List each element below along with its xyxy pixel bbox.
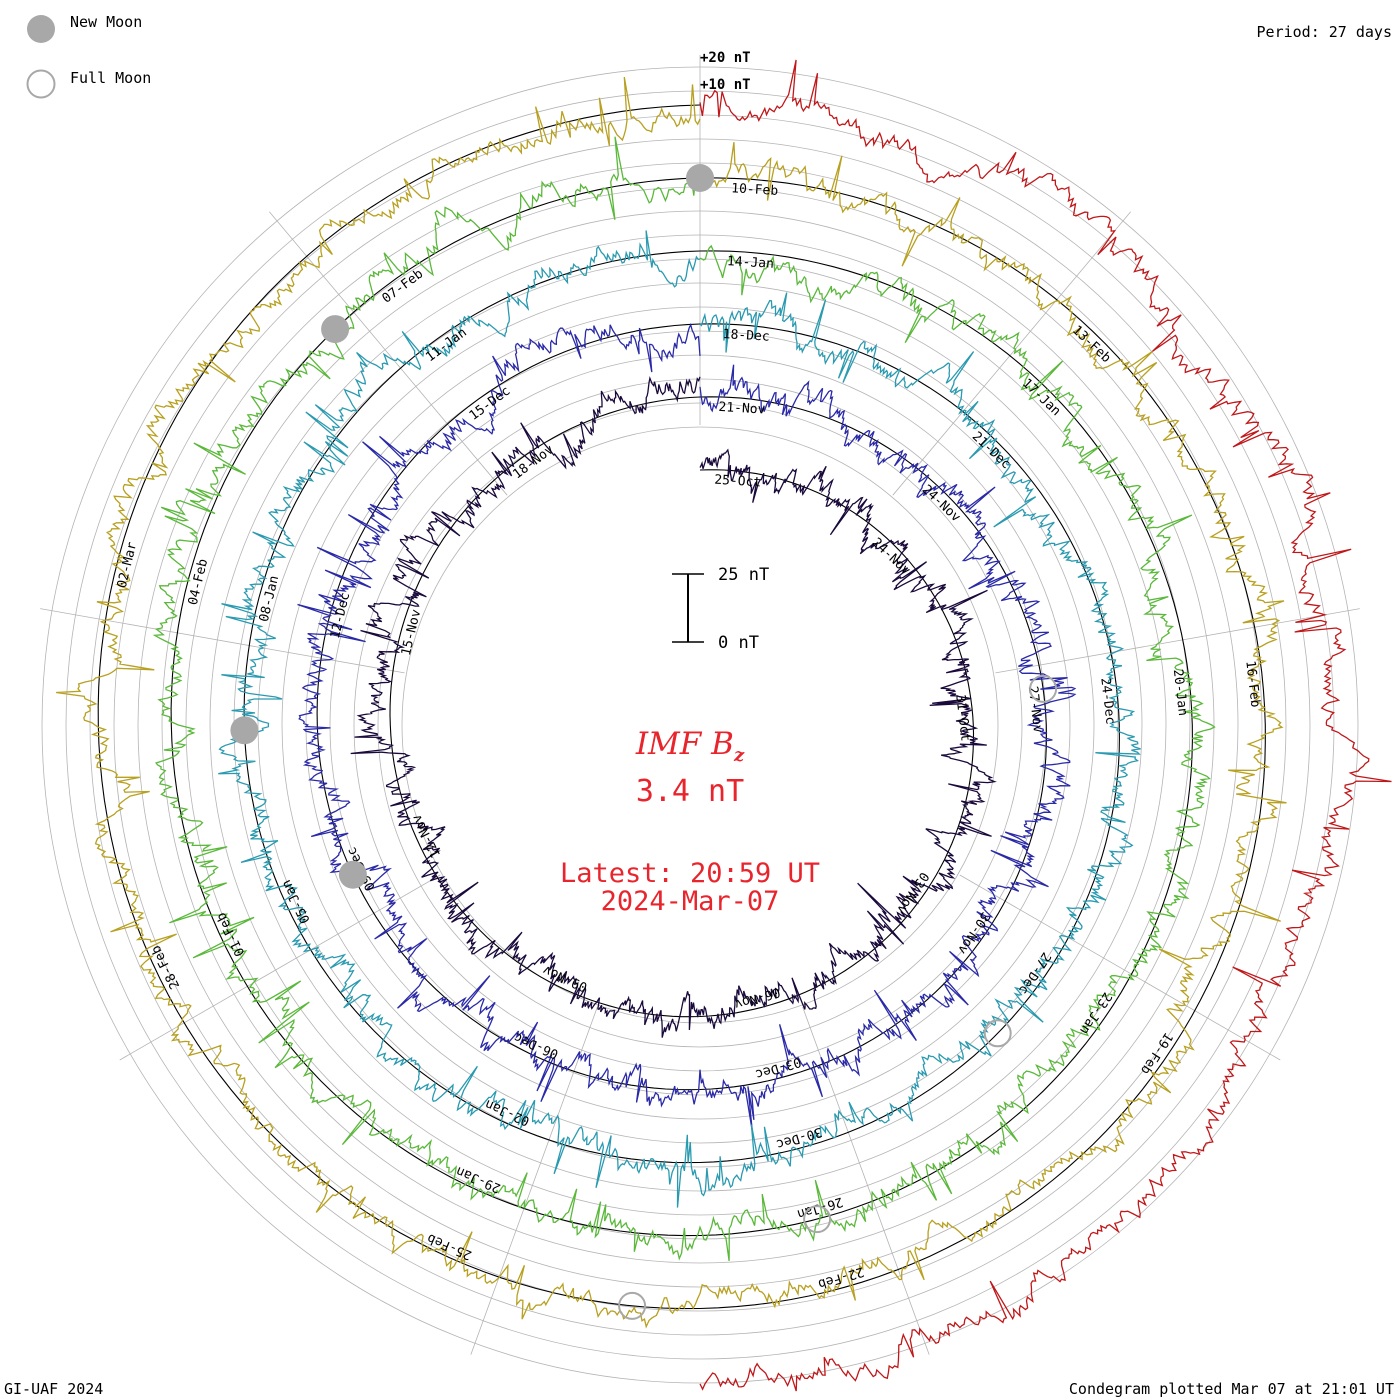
scale-bar: 25 nT 0 nT (672, 565, 769, 653)
period-label: Period: 27 days (1256, 23, 1392, 41)
scale-bar-high-label: 25 nT (718, 565, 769, 585)
current-value: 3.4 nT (635, 774, 745, 809)
scale-bar-low-label: 0 nT (718, 633, 759, 653)
date-label: 22-Feb (816, 1263, 865, 1291)
new-moon-marker (230, 716, 259, 745)
date-label: 30-Dec (774, 1124, 823, 1152)
latest-time: Latest: 20:59 UT (559, 858, 821, 889)
moon-markers (230, 164, 1058, 1320)
grid-ring (401, 426, 999, 1024)
date-label: 07-Feb (380, 266, 427, 306)
legend-full-moon-label: Full Moon (70, 69, 152, 87)
quantity-title-sub: z (733, 745, 745, 767)
reference-circles (97, 104, 1266, 1310)
date-label: 04-Feb (186, 557, 211, 606)
date-label: 27-Dec (1015, 949, 1053, 996)
date-label: 21-Nov (718, 400, 766, 418)
date-label: 18-Dec (722, 327, 770, 345)
full-moon-marker (983, 1019, 1012, 1048)
date-label: 30-Nov (954, 909, 992, 957)
full-moon-marker (618, 1291, 647, 1320)
series-rotation-5 (699, 59, 1392, 1392)
zero-line-rotation-3 (170, 177, 1193, 1237)
legend-full-moon-icon (26, 69, 56, 99)
date-label: 15-Nov (399, 608, 424, 657)
date-label: 25-Oct (714, 473, 762, 491)
new-moon-marker (321, 315, 350, 344)
date-label: 24-Dec (1097, 677, 1117, 725)
grid-spoke (995, 608, 1360, 674)
date-label: 03-Dec (753, 1054, 802, 1082)
plotted-label: Condegram plotted Mar 07 at 21:01 UT (1068, 1380, 1394, 1398)
legend-new-moon-icon (27, 15, 55, 43)
date-label: 10-Feb (731, 181, 779, 199)
date-label: 14-Jan (727, 254, 775, 272)
full-moon-marker (803, 1205, 832, 1234)
series-rotation-4 (56, 76, 1287, 1329)
quantity-title: IMF Bz (490, 726, 890, 766)
grid-ring (353, 378, 1047, 1072)
legend-new-moon-label: New Moon (70, 13, 143, 31)
date-label: 23-Jan (1076, 989, 1114, 1036)
zero-line-rotation-1 (316, 323, 1047, 1091)
date-label: 20-Jan (1170, 668, 1190, 716)
credit-label: GI-UAF 2024 (4, 1380, 104, 1398)
grid-spoke (892, 211, 1131, 496)
new-moon-marker (338, 860, 367, 889)
full-moon-marker (1029, 674, 1058, 703)
zero-line-rotation-2 (243, 250, 1120, 1164)
series-traces (56, 59, 1392, 1392)
reference-label-10: +10 nT (700, 77, 751, 93)
grid-spoke (959, 874, 1281, 1061)
grid-spoke (470, 1006, 598, 1355)
date-label: 27-Nov (1025, 685, 1045, 734)
new-moon-marker (686, 164, 714, 192)
zero-line-rotation-0 (389, 396, 975, 1018)
grid-spoke (40, 608, 405, 674)
series-rotation-2 (218, 230, 1141, 1208)
zero-line-rotation-4 (97, 104, 1266, 1310)
grid-spoke (119, 874, 441, 1061)
grid-spoke (269, 211, 508, 496)
date-label: 15-Dec (467, 384, 514, 424)
date-label: 16-Feb (1242, 660, 1262, 709)
date-label: 31-Oct (952, 694, 972, 742)
reference-label-20: +20 nT (700, 50, 751, 66)
quantity-title-main: IMF B (635, 726, 734, 762)
series-rotation-1 (297, 322, 1077, 1132)
latest-date: 2024-Mar-07 (600, 886, 780, 917)
series-rotation-0 (350, 376, 997, 1038)
series-rotation-3 (152, 136, 1216, 1261)
grid-ring (305, 330, 1095, 1120)
